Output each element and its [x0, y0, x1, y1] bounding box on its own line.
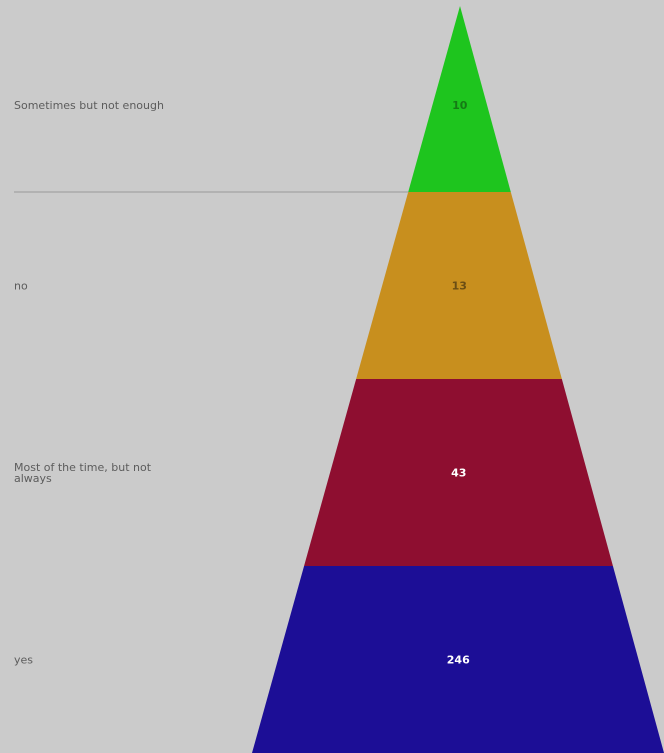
- value-label: 246: [447, 654, 470, 667]
- value-labels: 10 13 43 246: [447, 99, 470, 667]
- category-label: Most of the time, but not always: [14, 461, 152, 485]
- pyramid-segments: [252, 6, 664, 753]
- pyramid-segment-4: [252, 566, 664, 753]
- pyramid-segment-3: [304, 379, 613, 566]
- value-label: 10: [452, 99, 468, 112]
- category-label: yes: [14, 654, 33, 667]
- value-label: 13: [452, 280, 467, 293]
- value-label: 43: [451, 467, 466, 480]
- category-label: no: [14, 280, 28, 293]
- pyramid-segment-1: [408, 6, 511, 192]
- pyramid-segment-2: [356, 192, 562, 379]
- category-labels: Sometimes but not enough no Most of the ti…: [14, 99, 164, 667]
- category-label: Sometimes but not enough: [14, 99, 164, 112]
